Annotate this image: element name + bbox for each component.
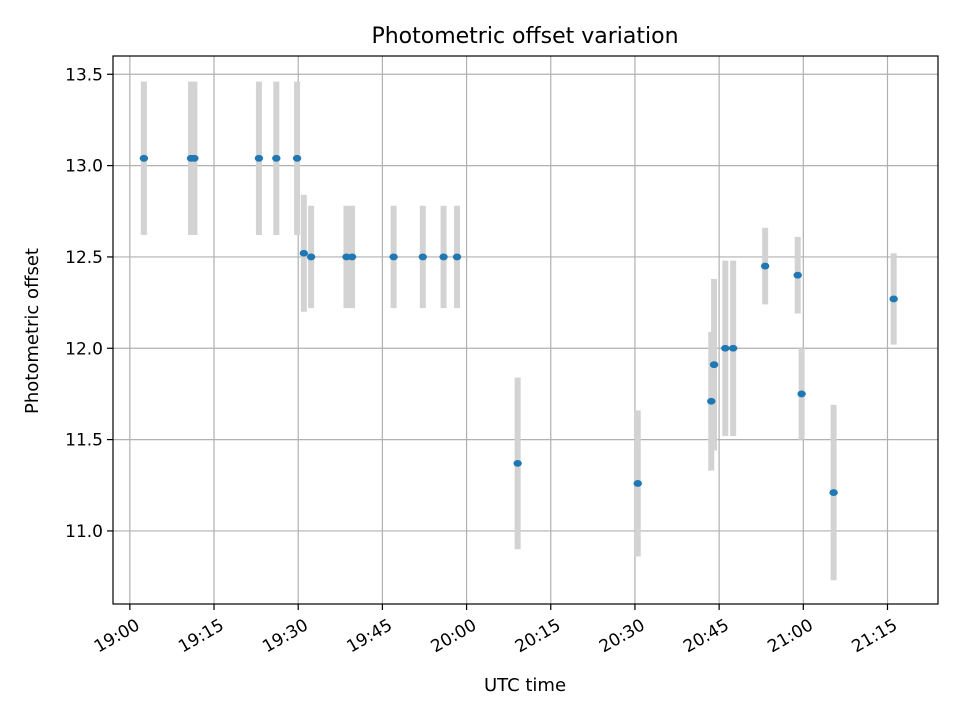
- data-point: [889, 295, 898, 303]
- point-layer: [139, 154, 898, 496]
- x-axis-title: UTC time: [484, 675, 566, 696]
- data-point: [254, 154, 264, 162]
- chart-title: Photometric offset variation: [371, 24, 678, 49]
- data-point: [139, 154, 149, 162]
- data-point: [389, 253, 398, 261]
- data-point: [292, 154, 302, 162]
- data-point: [513, 459, 522, 467]
- data-point: [797, 390, 806, 398]
- data-point: [347, 253, 357, 261]
- y-tick-label: 12.0: [65, 339, 103, 359]
- y-axis-title: Photometric offset: [22, 248, 43, 414]
- data-point: [418, 253, 427, 261]
- y-tick-label: 13.5: [65, 65, 103, 85]
- data-point: [190, 154, 199, 162]
- data-point: [452, 253, 462, 261]
- data-point: [760, 262, 770, 270]
- data-point: [829, 489, 838, 496]
- data-point: [633, 480, 642, 487]
- data-point: [721, 344, 730, 352]
- data-point: [707, 397, 716, 405]
- data-point: [709, 361, 719, 369]
- data-point: [306, 253, 316, 261]
- y-tick-label: 11.0: [65, 522, 103, 542]
- data-point: [272, 154, 281, 162]
- y-tick-label: 11.5: [65, 431, 103, 451]
- y-tick-label: 13.0: [65, 157, 103, 177]
- data-point: [793, 271, 802, 279]
- data-point: [439, 253, 448, 261]
- y-tick-label: 12.5: [65, 248, 103, 268]
- data-point: [728, 344, 738, 352]
- data-point: [299, 249, 309, 257]
- plot-frame: [112, 55, 939, 605]
